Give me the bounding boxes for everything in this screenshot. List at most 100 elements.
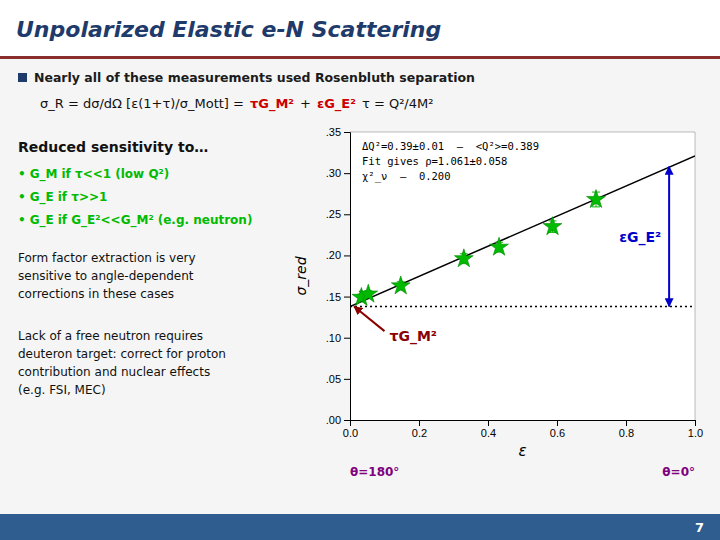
point	[359, 284, 378, 302]
tick: .35	[326, 126, 350, 138]
tick-mark	[419, 420, 420, 426]
plot-marks	[350, 156, 695, 307]
tick-label: 0.0	[343, 427, 358, 439]
paragraph-line: corrections in these cases	[18, 287, 174, 301]
tick-label: .35	[326, 126, 341, 138]
tick: .05	[326, 373, 350, 385]
bullet-part: •	[18, 190, 26, 204]
page-number: 7	[695, 520, 704, 535]
tick-mark	[344, 255, 350, 256]
tick-mark	[695, 420, 696, 426]
bullet-square	[18, 73, 27, 82]
tick: 0.4	[481, 420, 496, 439]
formula-part: +	[300, 96, 311, 111]
y-axis: .00 .05 .10 .15 .20 .25 .30 .35	[326, 126, 351, 426]
annotation: χ²_ν – 0.200	[362, 170, 451, 183]
tick-mark	[557, 420, 558, 426]
point	[490, 237, 509, 255]
arrow	[668, 167, 670, 307]
formula-part: σ_R = dσ/dΩ [ε(1+τ)/σ_Mott] =	[40, 96, 244, 111]
bullet-part: if τ<<1 (low Q²)	[61, 167, 169, 181]
tick-mark	[344, 297, 350, 298]
tick: .30	[326, 167, 350, 179]
point	[543, 217, 562, 235]
formula-part: τ = Q²/4M²	[362, 96, 434, 111]
formula: σ_R = dσ/dΩ [ε(1+τ)/σ_Mott] = τG_M² + εG_E²…	[40, 96, 433, 112]
formula-part: εG_E²	[317, 96, 356, 112]
background	[0, 0, 720, 540]
plot-frame	[350, 132, 695, 420]
tick-label: .10	[326, 332, 341, 344]
annotation: Fit gives ρ=1.061±0.058	[362, 155, 507, 167]
x-end-label: θ=180°	[350, 465, 399, 479]
point	[454, 249, 473, 267]
bullet-part: •	[18, 167, 26, 181]
paragraph-line: sensitive to angle-dependent	[18, 269, 194, 283]
tick: 1.0	[688, 420, 703, 439]
bullet-part: (e.g. neutron)	[158, 213, 253, 227]
axis-line	[351, 421, 696, 427]
tick-label: .20	[326, 249, 341, 261]
tick-label: 1.0	[688, 427, 703, 439]
annotation: ΔQ²=0.39±0.01 – <Q²>=0.389	[362, 140, 539, 152]
line	[350, 306, 695, 308]
bullet-line: • G_Mif τ<<1 (low Q²)	[18, 167, 169, 182]
paragraph-line: (e.g. FSI, MEC)	[18, 383, 106, 397]
tick: .25	[326, 208, 350, 220]
paragraph-line: contribution and nuclear effects	[18, 365, 210, 379]
slide: Unpolarized Elastic e-N Scattering 7 Nearl…	[0, 0, 720, 540]
tick-mark	[344, 214, 350, 215]
tick-label: .00	[326, 414, 341, 426]
arrow	[354, 306, 384, 331]
formula-part: τG_M²	[250, 96, 294, 112]
tick-label: .30	[326, 167, 341, 179]
tick-label: 0.6	[550, 427, 565, 439]
tick-label: .25	[326, 208, 341, 220]
tick-mark	[344, 132, 350, 133]
x-axis: 0.0 0.2 0.4 0.6 0.8 1.0	[343, 420, 703, 439]
bullet-line: • G_E if G_E²<<G_M² (e.g. neutron)	[18, 213, 252, 228]
tick-label: .05	[326, 373, 341, 385]
tick-mark	[344, 379, 350, 380]
point	[587, 190, 606, 208]
bullet-part: G_E	[30, 213, 54, 228]
arrow-label: τG_M²	[390, 328, 438, 345]
tick-mark	[344, 173, 350, 174]
heading: Reduced sensitivity to…	[18, 139, 208, 155]
paragraph-line: deuteron target: correct for proton	[18, 347, 226, 361]
bullet-line: • G_E if τ>>1	[18, 190, 107, 205]
axis-line	[344, 133, 351, 421]
paragraph-line: Lack of a free neutron requires	[18, 329, 203, 343]
tick-label: 0.4	[481, 427, 496, 439]
tick: 0.2	[412, 420, 427, 439]
tick-label: .15	[326, 291, 341, 303]
tick-label: 0.2	[412, 427, 427, 439]
header-bar	[0, 0, 720, 56]
tick-mark	[488, 420, 489, 426]
footer-bar	[0, 514, 720, 540]
point	[391, 276, 410, 294]
x-axis-title: ε	[518, 442, 526, 460]
tick: 0.8	[619, 420, 634, 439]
tick-mark	[344, 420, 350, 421]
y-axis-title: σ_red	[293, 256, 309, 295]
tick: 0.6	[550, 420, 565, 439]
bullet-part: if τ>>1	[58, 190, 108, 204]
bullet-part: G_E	[30, 190, 54, 205]
line	[350, 156, 695, 307]
bullet-part: •	[18, 213, 26, 227]
tick: .20	[326, 249, 350, 261]
plot-background	[350, 132, 695, 420]
tick: .10	[326, 332, 350, 344]
paragraph-line: Form factor extraction is very	[18, 251, 196, 265]
bullet-part: if G_E²<<G_M²	[58, 213, 154, 228]
header-line	[0, 56, 720, 59]
title: Unpolarized Elastic e-N Scattering	[16, 17, 441, 42]
tick-label: 0.8	[619, 427, 634, 439]
bullet-part: G_M	[30, 167, 58, 182]
x-end-label: θ=0°	[662, 465, 695, 479]
arrow-label: εG_E²	[619, 229, 661, 246]
tick: 0.0	[343, 420, 358, 439]
tick: .00	[326, 414, 350, 426]
bullet-text: Nearly all of these measurements used Ro…	[34, 70, 475, 85]
